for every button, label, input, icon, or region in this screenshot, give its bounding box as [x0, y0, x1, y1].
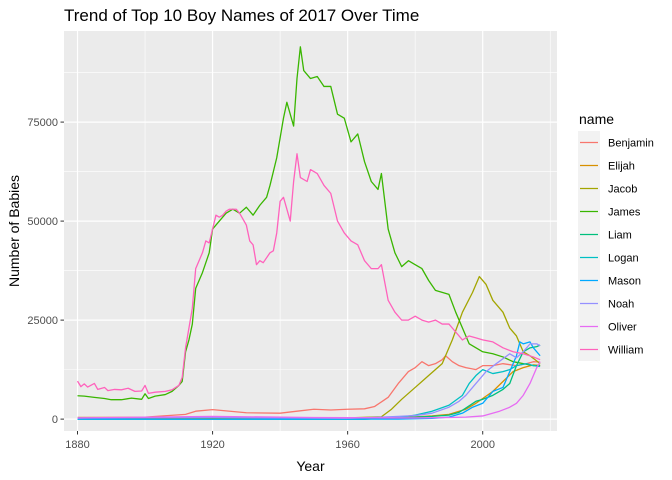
series-line-benjamin: [77, 355, 541, 419]
series-line-james: [77, 46, 541, 401]
series-line-noah: [77, 343, 541, 419]
legend-label-jacob: Jacob: [608, 184, 637, 196]
legend-label-elijah: Elijah: [608, 161, 635, 173]
minor-gridlines: [64, 31, 557, 431]
y-axis: 0 25000 50000 75000: [27, 117, 64, 426]
chart-title: Trend of Top 10 Boy Names of 2017 Over T…: [64, 6, 419, 25]
series-line-william: [76, 153, 541, 395]
y-tick-label: 50000: [27, 216, 58, 228]
x-axis-title: Year: [296, 458, 325, 474]
series-line-jacob: [77, 275, 541, 419]
y-axis-title: Number of Babies: [6, 175, 22, 287]
legend: name Benjamin Elijah Jacob James Liam Logan Ma…: [578, 111, 654, 361]
legend-title: name: [579, 111, 614, 127]
legend-label-william: William: [608, 345, 643, 357]
plot-panel: [64, 31, 557, 431]
x-tick-label: 1920: [200, 439, 224, 451]
legend-label-noah: Noah: [608, 299, 634, 311]
x-tick-label: 1880: [65, 439, 89, 451]
series-line-oliver: [77, 361, 541, 419]
x-axis: 1880 1920 1960 2000: [65, 431, 495, 451]
legend-label-james: James: [608, 207, 641, 219]
x-tick-label: 1960: [335, 439, 359, 451]
y-tick-label: 75000: [27, 117, 58, 129]
series-lines: [76, 46, 541, 420]
legend-label-liam: Liam: [608, 230, 632, 242]
legend-label-mason: Mason: [608, 276, 641, 288]
legend-label-logan: Logan: [608, 253, 639, 265]
x-tick-label: 2000: [470, 439, 494, 451]
y-tick-label: 0: [52, 414, 58, 426]
series-line-liam: [77, 344, 541, 420]
y-tick-label: 25000: [27, 315, 58, 327]
legend-label-oliver: Oliver: [608, 322, 637, 334]
legend-label-benjamin: Benjamin: [608, 138, 654, 150]
